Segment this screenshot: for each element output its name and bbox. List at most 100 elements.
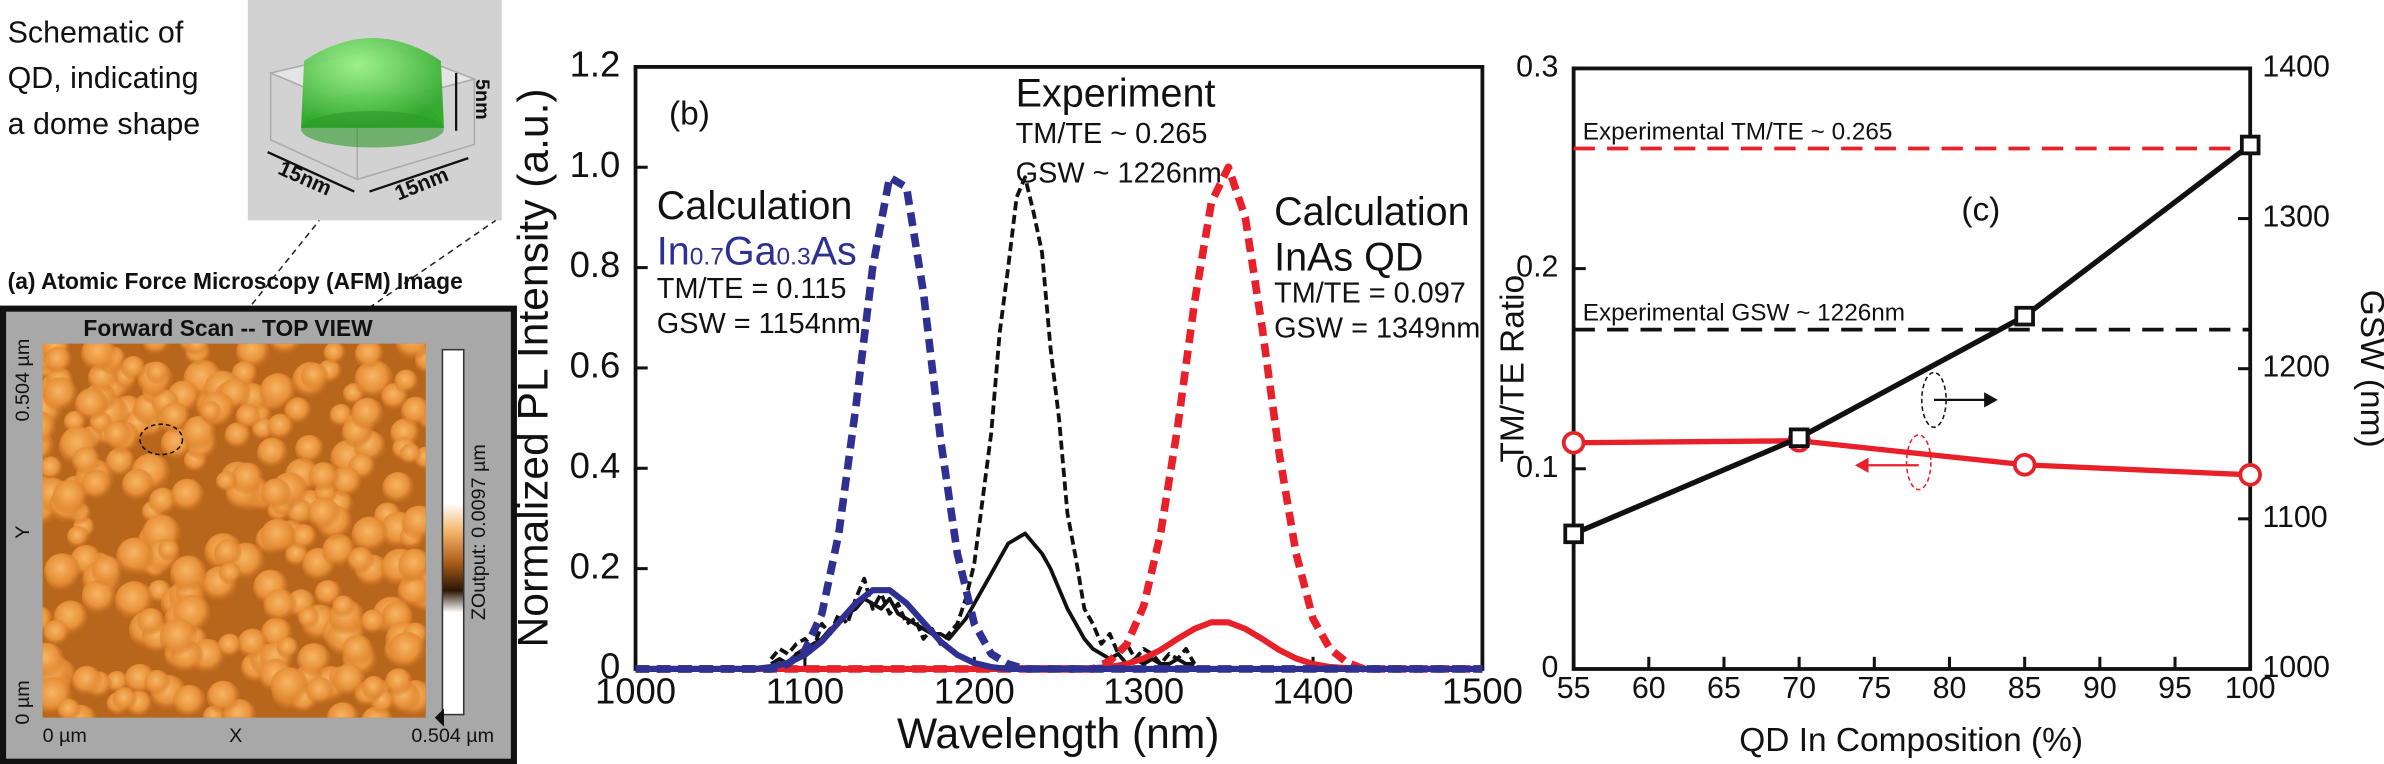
afm-grain — [297, 607, 320, 630]
marker — [2012, 453, 2037, 477]
y-tick-label: 0.6 — [570, 345, 621, 386]
annotation: Experiment — [1016, 71, 1216, 115]
afm-grain — [323, 343, 346, 365]
x-tick-label: 1400 — [1272, 671, 1353, 712]
afm-grain — [332, 663, 366, 697]
caption-line: Schematic of — [8, 16, 184, 50]
axis-indicators — [1854, 371, 1998, 491]
afm-grain — [347, 547, 375, 574]
afm-grain — [169, 555, 207, 593]
afm-grain — [326, 702, 360, 718]
annotation: TM/TE = 0.097 — [1274, 278, 1466, 310]
dim-label: 5nm — [471, 79, 493, 120]
series-line — [1572, 142, 2252, 537]
afm-grain — [42, 642, 65, 679]
afm-grain — [388, 631, 426, 669]
afm-grain — [400, 396, 426, 427]
series-line — [635, 173, 1483, 673]
afm-grain — [116, 537, 155, 576]
afm-grain — [341, 634, 374, 667]
afm-grain — [144, 669, 171, 696]
y-tick-label: 0.4 — [570, 445, 621, 486]
afm-grain — [71, 665, 103, 697]
annotation: TM/TE ~ 0.265 — [1016, 118, 1208, 150]
y-tick-label: 1.0 — [570, 144, 621, 185]
annotation: Calculation — [1274, 190, 1470, 234]
afm-grain — [354, 343, 385, 370]
afm-grain — [361, 675, 387, 701]
afm-grain — [105, 447, 136, 478]
x-tick-label: 1300 — [1103, 671, 1184, 712]
afm-grain — [44, 346, 72, 374]
afm-grain — [224, 422, 252, 449]
afm-grain — [215, 471, 238, 493]
x-axis-title: QD In Composition (%) — [1739, 722, 2083, 759]
x-tick-label: 100 — [2225, 671, 2276, 705]
afm-grain — [297, 642, 332, 678]
afm-grain — [351, 397, 384, 431]
x-tick-label: 1100 — [766, 671, 844, 712]
marker — [1788, 427, 1810, 449]
afm-grain — [237, 628, 269, 660]
afm-grain — [235, 403, 261, 430]
annotation: GSW = 1349nm — [1274, 313, 1480, 345]
x-tick-label: 90 — [2083, 671, 2117, 705]
y2-tick-label: 1000 — [2262, 650, 2330, 684]
schematic: Schematic of QD, indicating a dome shape… — [8, 0, 502, 442]
afm-grain — [170, 478, 205, 513]
afm-grain — [213, 539, 242, 567]
annotation-part: 0.3 — [777, 244, 811, 271]
afm-grain — [270, 667, 309, 706]
x-tick-label: 60 — [1632, 671, 1666, 705]
y2-tick-label: 1300 — [2262, 200, 2330, 234]
afm-grain — [43, 553, 81, 591]
series-line — [1573, 438, 2251, 478]
annotation: GSW ~ 1226nm — [1016, 157, 1222, 189]
y-axis-title: Normalized PL Intensity (a.u.) — [509, 88, 557, 647]
dim-arrow — [369, 157, 469, 193]
scan-title: Forward Scan -- TOP VIEW — [83, 315, 373, 341]
annotation: In0.7Ga0.3As — [657, 230, 857, 274]
y-tick-label: 1.2 — [570, 44, 621, 85]
y-tick-label: 0 — [600, 646, 620, 687]
afm-grain — [291, 524, 318, 550]
afm-grain — [322, 533, 356, 568]
afm-grain — [42, 377, 78, 412]
y2-tick-label: 1100 — [2262, 500, 2327, 534]
dim-arrow — [267, 151, 355, 193]
annotation: (b) — [669, 96, 710, 133]
plot-frame — [1571, 66, 2253, 671]
y2-axis-title: GSW (nm) — [2353, 290, 2384, 448]
afm-grain — [267, 413, 294, 441]
x-tick-label: 75 — [1857, 671, 1891, 705]
afm-grain — [52, 479, 88, 515]
y-axis-label: 0.504 µm — [12, 339, 34, 422]
afm-grain — [57, 698, 81, 718]
annotation: Calculation — [657, 184, 853, 228]
afm-grain — [157, 539, 180, 562]
afm-grain — [331, 467, 363, 498]
afm-grain — [43, 619, 70, 647]
caption-line: a dome shape — [8, 107, 201, 141]
reference-label: Experimental TM/TE ~ 0.265 — [1583, 118, 1893, 145]
afm-grain — [384, 668, 413, 697]
marker — [1561, 430, 1586, 455]
caption-line: QD, indicating — [8, 61, 199, 95]
marker — [1563, 523, 1584, 545]
afm-grain — [186, 343, 209, 357]
x-axis-title: Wavelength (nm) — [897, 710, 1219, 758]
marker — [2238, 463, 2262, 487]
afm-grain — [307, 497, 341, 531]
afm-grain — [91, 555, 123, 587]
afm-grain — [260, 518, 296, 554]
colorbar-pointer — [434, 708, 444, 727]
x-tick-label: 95 — [2158, 671, 2192, 705]
afm-grain — [81, 579, 117, 615]
indicator-ellipse — [1905, 434, 1932, 491]
annotation-part: In — [657, 230, 690, 274]
annotation-part: As — [811, 230, 857, 274]
marker — [2239, 134, 2261, 156]
afm-grain — [200, 401, 222, 423]
afm-grain — [173, 684, 206, 718]
